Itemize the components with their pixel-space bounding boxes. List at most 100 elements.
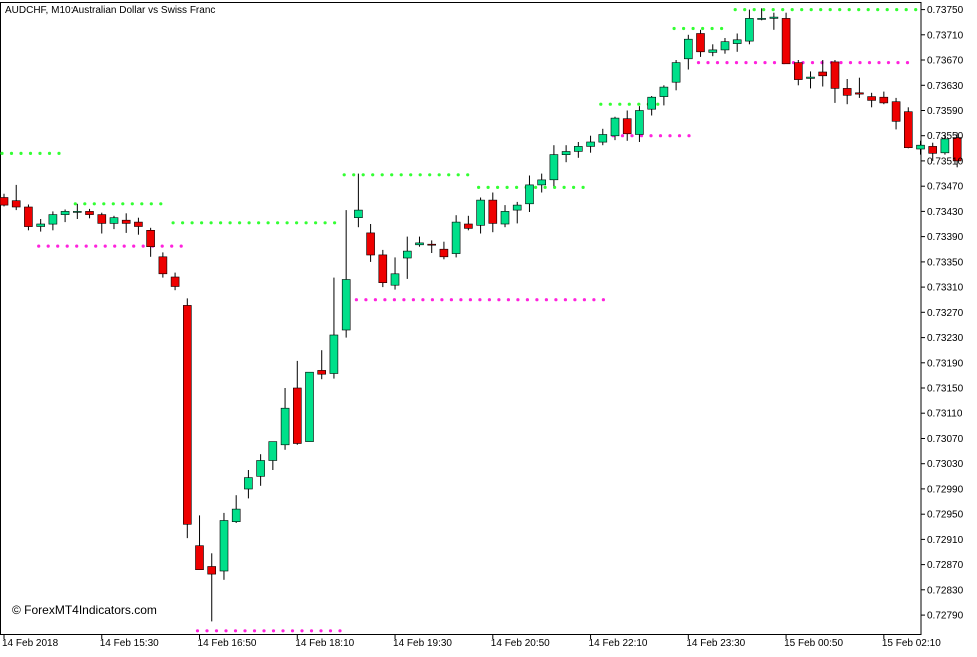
resistance-dot <box>295 221 299 225</box>
bear-candle-body <box>366 232 375 256</box>
price-tick-label: 0.73430 <box>927 207 964 218</box>
price-tick-label: 0.72910 <box>927 535 964 546</box>
bear-candle-body <box>97 214 107 224</box>
price-tick-label: 0.73150 <box>927 384 964 395</box>
support-dot <box>402 298 406 302</box>
support-dot <box>309 629 314 633</box>
plot-border <box>0 2 922 635</box>
candle <box>97 212 107 234</box>
time-tick-label: 14 Feb 16:50 <box>198 638 257 649</box>
candle <box>806 71 815 89</box>
bull-candle-body <box>305 371 314 442</box>
candle <box>525 175 534 212</box>
bull-candle-body <box>683 38 693 60</box>
resistance-dot <box>409 173 413 177</box>
support-dot <box>734 61 739 65</box>
support-dot <box>544 298 549 302</box>
candle <box>0 193 9 207</box>
support-dot <box>725 61 729 65</box>
support-dot <box>582 298 587 302</box>
support-dot <box>658 134 663 138</box>
bull-candle-body <box>476 199 485 226</box>
resistance-dot <box>428 173 432 177</box>
support-dot <box>554 298 558 302</box>
resistance-dot <box>266 221 270 225</box>
support-dot <box>205 629 209 633</box>
support-dot <box>497 298 501 302</box>
price-tick-label: 0.72870 <box>927 560 964 571</box>
support-dot <box>772 61 777 65</box>
bull-candle-body <box>720 41 730 51</box>
bull-candle-body <box>354 209 363 219</box>
resistance-dot <box>418 173 422 177</box>
candle <box>329 277 339 379</box>
bear-candle-body <box>183 305 192 525</box>
candle <box>830 60 840 103</box>
price-tick-label: 0.73590 <box>927 106 964 117</box>
bull-candle-body <box>916 144 925 150</box>
candle <box>598 128 608 146</box>
support-dot <box>810 61 815 65</box>
support-dot <box>478 298 482 302</box>
support-dot <box>383 298 387 302</box>
support-dot <box>525 298 530 302</box>
support-dot <box>56 244 60 248</box>
bull-candle-body <box>341 279 351 331</box>
price-tick-label: 0.73230 <box>927 333 964 344</box>
resistance-dot <box>352 173 356 177</box>
candle <box>85 208 94 219</box>
candle <box>696 29 705 57</box>
candle <box>781 12 791 65</box>
candle <box>464 215 473 231</box>
resistance-dot <box>390 173 394 177</box>
resistance-dot <box>781 8 785 12</box>
candle <box>354 173 363 228</box>
support-dot <box>338 629 342 633</box>
candle <box>183 298 192 539</box>
bull-candle-body <box>500 211 510 225</box>
support-dot <box>75 244 79 248</box>
support-dot <box>867 61 872 65</box>
support-dot <box>233 629 238 633</box>
support-dot <box>563 298 568 302</box>
bear-candle-body <box>439 248 449 258</box>
candle <box>451 215 461 258</box>
bear-candle-body <box>622 118 632 135</box>
resistance-dot <box>562 185 566 189</box>
candle <box>549 145 559 187</box>
bear-candle-body <box>207 566 216 575</box>
price-tick-label: 0.73270 <box>927 308 964 319</box>
support-dot <box>753 61 758 65</box>
resistance-dot <box>534 185 538 189</box>
resistance-dot <box>838 8 842 12</box>
support-dot <box>132 244 136 248</box>
candle <box>512 201 522 224</box>
resistance-dot <box>92 202 96 206</box>
support-dot <box>84 244 88 248</box>
time-tick-label: 14 Feb 2018 <box>2 638 59 649</box>
resistance-dot <box>656 102 660 106</box>
bull-candle-body <box>806 76 815 79</box>
candle <box>24 204 33 231</box>
price-tick-label: 0.72790 <box>927 611 964 622</box>
resistance-dot <box>209 221 213 225</box>
candle <box>415 236 424 247</box>
bear-candle-body <box>11 200 21 208</box>
support-dot <box>373 298 377 302</box>
support-dot <box>896 61 900 65</box>
resistance-dot <box>83 202 87 206</box>
candle <box>488 192 498 233</box>
resistance-dot <box>885 8 889 12</box>
bull-candle-body <box>415 242 424 246</box>
price-tick-label: 0.73310 <box>927 283 964 294</box>
resistance-dot <box>847 8 851 12</box>
candle <box>769 12 779 30</box>
bull-candle-body <box>598 134 608 143</box>
candle <box>928 142 938 161</box>
resistance-dot <box>304 221 308 225</box>
candle <box>146 227 155 257</box>
resistance-dot <box>637 102 641 106</box>
price-tick-label: 0.73390 <box>927 232 964 243</box>
bear-candle-body <box>488 199 498 224</box>
